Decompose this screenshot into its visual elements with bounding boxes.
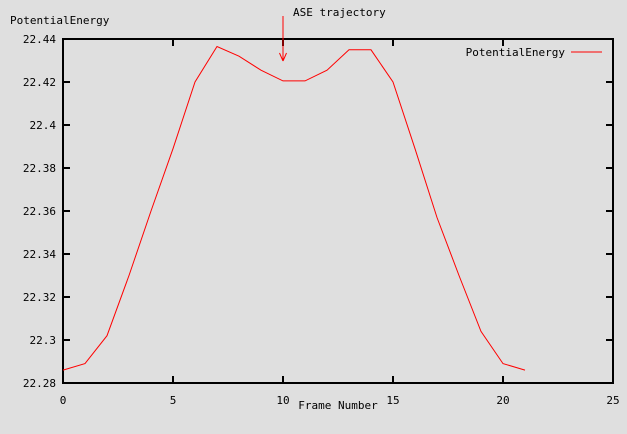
- y-tick-label: 22.3: [29, 334, 57, 347]
- x-tick-label: 15: [386, 394, 400, 407]
- x-tick-label: 20: [496, 394, 510, 407]
- y-tick-label: 22.32: [22, 291, 56, 304]
- x-tick-label: 25: [606, 394, 620, 407]
- axis-ticks: [62, 38, 614, 384]
- y-axis-title: PotentialEnergy: [10, 14, 110, 27]
- x-axis-title: Frame Number: [298, 399, 378, 412]
- y-tick-label: 22.44: [22, 33, 56, 46]
- plot-border: [62, 38, 614, 384]
- y-tick-label: 22.34: [22, 248, 56, 261]
- y-tick-label: 22.28: [22, 377, 56, 390]
- arrow-head-left: [279, 52, 284, 62]
- arrow-head-right: [282, 52, 287, 62]
- y-tick-label: 22.38: [22, 162, 56, 175]
- y-tick-label: 22.42: [22, 76, 56, 89]
- potential-energy-curve: [62, 45, 526, 371]
- y-tick-label: 22.4: [29, 119, 57, 132]
- annotation-arrow-icon: [279, 16, 287, 62]
- x-tick-label: 0: [59, 394, 67, 407]
- annotation-label: ASE trajectory: [293, 6, 386, 19]
- x-tick-label: 5: [169, 394, 177, 407]
- x-tick-label: 10: [276, 394, 290, 407]
- y-tick-label: 22.36: [22, 205, 56, 218]
- legend-label: PotentialEnergy: [465, 46, 565, 59]
